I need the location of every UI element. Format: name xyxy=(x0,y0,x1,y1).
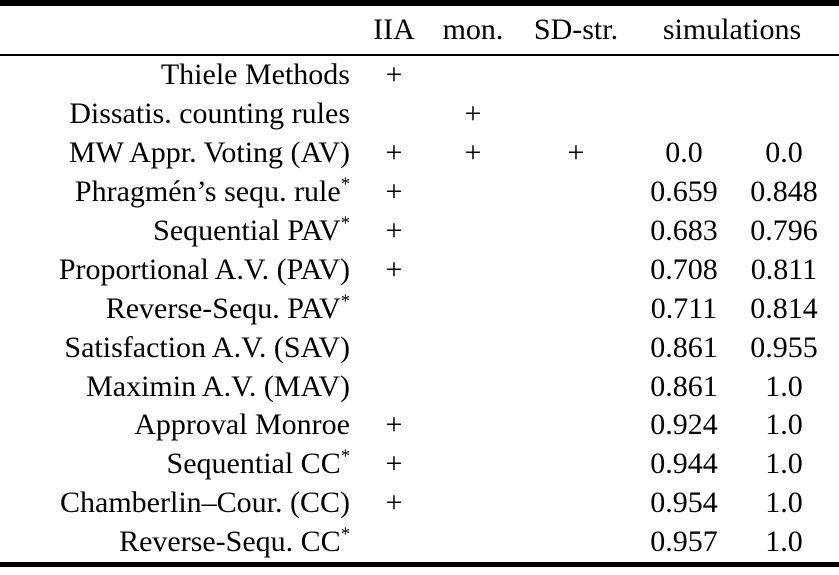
table-rule-header xyxy=(0,54,839,56)
iia-mark: + xyxy=(385,252,403,286)
sim-value-2: 0.796 xyxy=(750,214,818,247)
rule-label: Reverse-Sequ. PAV xyxy=(105,291,341,325)
sim-value-1: 0.954 xyxy=(650,486,718,520)
table-row: Maximin A.V. (MAV) 0.861 1.0 xyxy=(0,367,839,406)
footnote-asterisk: * xyxy=(340,290,350,312)
table-row: Approval Monroe + 0.924 1.0 xyxy=(0,406,839,445)
footnote-asterisk: * xyxy=(340,213,350,234)
table-row: Thiele Methods + xyxy=(0,56,839,95)
sim-value-2: 1.0 xyxy=(765,486,803,520)
iia-mark: + xyxy=(385,408,403,442)
rule-label: Phragmén’s sequ. rule xyxy=(74,175,341,209)
table-body: Thiele Methods + Dissatis. counting rule… xyxy=(0,56,839,562)
rule-label: Proportional A.V. (PAV) xyxy=(58,252,350,286)
column-header-mon: mon. xyxy=(442,13,504,46)
sim-value-2: 1.0 xyxy=(765,369,803,403)
rule-label-cell: Sequential PAV* xyxy=(0,213,362,247)
iia-mark: + xyxy=(385,447,403,481)
table-header-row: IIA mon. SD-str. simulations xyxy=(0,6,839,54)
iia-mark: + xyxy=(385,486,403,520)
rule-label-cell: MW Appr. Voting (AV) xyxy=(0,138,362,168)
rule-label-cell: Thiele Methods xyxy=(0,60,362,90)
iia-mark: + xyxy=(385,58,403,92)
footnote-asterisk: * xyxy=(340,174,350,196)
sim-value-2: 1.0 xyxy=(765,525,803,559)
sim-value-1: 0.683 xyxy=(650,214,718,247)
mon-mark: + xyxy=(464,97,482,131)
table-row: Reverse-Sequ. CC* 0.957 1.0 xyxy=(0,523,839,562)
rule-label-cell: Approval Monroe xyxy=(0,410,362,440)
table-rule-top xyxy=(0,0,839,6)
rule-label: Maximin A.V. (MAV) xyxy=(86,369,350,403)
table-row: Chamberlin–Cour. (CC) + 0.954 1.0 xyxy=(0,484,839,523)
rule-label-cell: Proportional A.V. (PAV) xyxy=(0,252,362,286)
rule-label-cell: Phragmén’s sequ. rule* xyxy=(0,174,362,209)
table-row: Reverse-Sequ. PAV* 0.711 0.814 xyxy=(0,289,839,328)
table-row: Sequential PAV* + 0.683 0.796 xyxy=(0,212,839,251)
table-row: Proportional A.V. (PAV) + 0.708 0.811 xyxy=(0,250,839,289)
iia-mark: + xyxy=(385,136,403,170)
sim-value-2: 1.0 xyxy=(765,447,803,481)
sim-value-2: 0.811 xyxy=(750,252,818,286)
sim-value-1: 0.957 xyxy=(650,525,718,559)
column-header-simulations: simulations xyxy=(662,13,802,46)
footnote-asterisk: * xyxy=(340,446,350,468)
sim-value-1: 0.659 xyxy=(650,175,718,209)
table-row: Dissatis. counting rules + xyxy=(0,95,839,134)
rule-label: MW Appr. Voting (AV) xyxy=(68,136,350,170)
rule-label: Sequential PAV xyxy=(153,214,341,247)
table-row: Satisfaction A.V. (SAV) 0.861 0.955 xyxy=(0,328,839,367)
sim-value-1: 0.0 xyxy=(665,136,703,170)
sim-value-1: 0.861 xyxy=(650,330,718,364)
sim-value-1: 0.711 xyxy=(650,291,718,325)
sim-value-1: 0.861 xyxy=(650,369,718,403)
sim-value-2: 0.848 xyxy=(750,175,818,209)
column-header-iia: IIA xyxy=(373,13,415,46)
rule-label: Dissatis. counting rules xyxy=(69,97,350,131)
rule-label-cell: Reverse-Sequ. PAV* xyxy=(0,290,362,325)
sim-value-1: 0.708 xyxy=(650,252,718,286)
column-header-sdstr: SD-str. xyxy=(533,13,619,46)
iia-mark: + xyxy=(385,214,403,247)
table-row: MW Appr. Voting (AV) + + + 0.0 0.0 xyxy=(0,134,839,173)
rule-label-cell: Sequential CC* xyxy=(0,446,362,481)
mon-mark: + xyxy=(464,136,482,170)
sim-value-2: 1.0 xyxy=(765,408,803,442)
rule-label-cell: Maximin A.V. (MAV) xyxy=(0,369,362,403)
sim-value-2: 0.0 xyxy=(765,136,803,170)
rule-label-cell: Dissatis. counting rules xyxy=(0,99,362,129)
rule-label-cell: Satisfaction A.V. (SAV) xyxy=(0,330,362,364)
table-row: Phragmén’s sequ. rule* + 0.659 0.848 xyxy=(0,173,839,212)
table-row: Sequential CC* + 0.944 1.0 xyxy=(0,445,839,484)
sdstr-mark: + xyxy=(567,136,585,170)
sim-value-1: 0.924 xyxy=(650,408,718,442)
rule-label: Sequential CC xyxy=(166,447,341,481)
footnote-asterisk: * xyxy=(340,524,350,546)
sim-value-2: 0.814 xyxy=(750,291,818,325)
rule-label: Approval Monroe xyxy=(134,408,350,442)
rule-label: Reverse-Sequ. CC xyxy=(119,525,341,559)
rule-label: Chamberlin–Cour. (CC) xyxy=(60,486,350,520)
rule-label-cell: Chamberlin–Cour. (CC) xyxy=(0,488,362,518)
rule-label-cell: Reverse-Sequ. CC* xyxy=(0,524,362,559)
sim-value-2: 0.955 xyxy=(750,330,818,364)
sim-value-1: 0.944 xyxy=(650,447,718,481)
rule-label: Thiele Methods xyxy=(160,58,350,92)
iia-mark: + xyxy=(385,175,403,209)
rule-label: Satisfaction A.V. (SAV) xyxy=(64,330,350,364)
table-rule-bottom xyxy=(0,561,839,567)
